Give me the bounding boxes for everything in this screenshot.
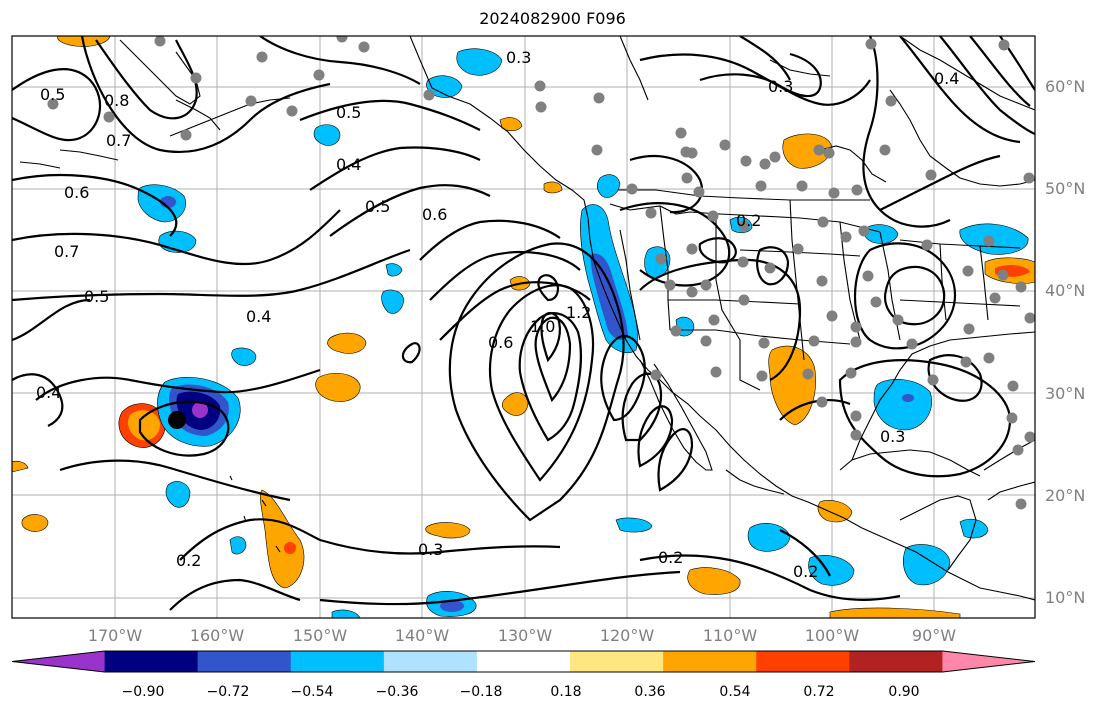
- contour-label: 0.2: [176, 551, 201, 570]
- contour-label: 0.2: [793, 562, 818, 581]
- contour-label: 0.3: [768, 77, 793, 96]
- colorbar-extend-low: [12, 651, 105, 672]
- colorbar-segment: [476, 651, 571, 672]
- contour-label: 0.3: [880, 427, 905, 446]
- colorbar-tick-label: 0.18: [550, 684, 582, 700]
- lon-label-90w: 90°W: [911, 626, 957, 645]
- colorbar-tick-label: −0.90: [121, 684, 165, 700]
- contour-label: 0.6: [64, 183, 89, 202]
- contour-label-group: 0.3 0.4 0.4 0.5 0.5 0.5 0.6 0.6 0.6 0.7 …: [36, 48, 959, 581]
- contour-label: 1.0: [530, 317, 555, 336]
- lat-label-50n: 50°N: [1045, 179, 1086, 198]
- lon-label-150w: 150°W: [292, 626, 348, 645]
- contour-label: 0.3: [418, 540, 443, 559]
- lat-label-40n: 40°N: [1045, 281, 1086, 300]
- colorbar-tick-label: −0.72: [206, 684, 250, 700]
- colorbar-segment: [663, 651, 757, 672]
- contour-label: 0.2: [736, 211, 761, 230]
- lon-label-140w: 140°W: [394, 626, 450, 645]
- contour-label: 0.4: [336, 155, 361, 174]
- contour-label: 0.4: [36, 383, 61, 402]
- contour-label: 0.5: [365, 197, 390, 216]
- lat-label-60n: 60°N: [1045, 77, 1086, 96]
- colorbar-segment: [756, 651, 850, 672]
- contour-lines: [12, 36, 1035, 611]
- colorbar-segment: [570, 651, 664, 672]
- contour-label: 0.7: [54, 242, 79, 261]
- colorbar-segment: [197, 651, 292, 672]
- colorbar-segment: [104, 651, 199, 672]
- colorbar: [11, 650, 1036, 673]
- contour-label: 0.6: [422, 205, 447, 224]
- map-gridlines: [12, 36, 1035, 618]
- colorbar-tick-label: 0.72: [803, 684, 835, 700]
- lat-label-30n: 30°N: [1045, 384, 1086, 403]
- lon-label-110w: 110°W: [702, 626, 758, 645]
- colorbar-tick-label: 0.90: [888, 684, 920, 700]
- colorbar-tick-label: −0.54: [290, 684, 334, 700]
- contour-label: 1.2: [566, 303, 591, 322]
- colorbar-tick-label: −0.18: [459, 684, 503, 700]
- contour-label: 0.8: [104, 91, 129, 110]
- contour-label: 0.4: [246, 307, 271, 326]
- lon-label-160w: 160°W: [189, 626, 245, 645]
- colorbar-tick-label: 0.36: [634, 684, 666, 700]
- contour-label: 0.4: [934, 69, 959, 88]
- contour-label: 0.5: [336, 103, 361, 122]
- contour-label: 0.3: [506, 48, 531, 67]
- colorbar-extend-high: [942, 651, 1035, 672]
- colorbar-segment: [849, 651, 943, 672]
- map-frame: [11, 35, 1036, 619]
- colorbar-tick-label: −0.36: [375, 684, 419, 700]
- lon-label-100w: 100°W: [804, 626, 860, 645]
- lat-label-20n: 20°N: [1045, 486, 1086, 505]
- station-markers: [47, 36, 1035, 510]
- contour-label: 0.7: [106, 131, 131, 150]
- lon-label-130w: 130°W: [497, 626, 553, 645]
- lon-label-170w: 170°W: [87, 626, 143, 645]
- plot-title: 2024082900 F096: [479, 9, 626, 28]
- filled-anomaly-shading: [12, 36, 1035, 618]
- contour-label: 0.6: [488, 333, 513, 352]
- lon-label-120w: 120°W: [599, 626, 655, 645]
- lat-label-10n: 10°N: [1045, 588, 1086, 607]
- contour-label: 0.5: [40, 85, 65, 104]
- storm-center-marker: [168, 411, 186, 429]
- coastlines-and-borders: [19, 36, 1035, 601]
- colorbar-segment: [290, 651, 385, 672]
- colorbar-segment: [383, 651, 478, 672]
- contour-label: 0.2: [658, 548, 683, 567]
- colorbar-tick-label: 0.54: [719, 684, 751, 700]
- contour-label: 0.5: [84, 287, 109, 306]
- colorbar-outline: [11, 650, 1036, 673]
